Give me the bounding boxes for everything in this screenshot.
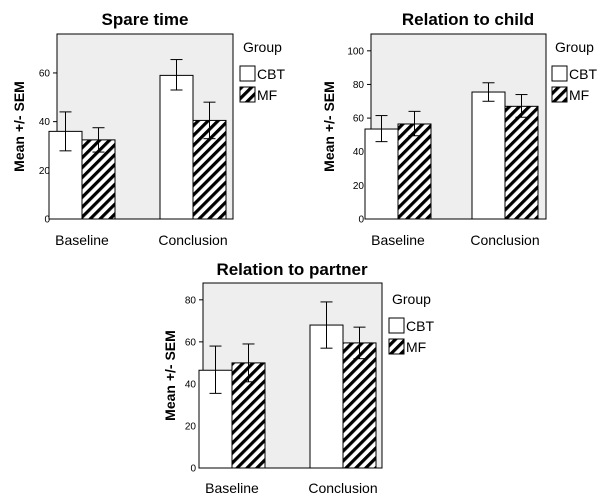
y-tick-label: 60	[39, 68, 51, 79]
legend-label-cbt: CBT	[569, 66, 597, 82]
bar-mf-baseline	[397, 123, 432, 220]
chart-title: Relation to child	[402, 10, 534, 29]
y-axis-label: Mean +/- SEM	[162, 330, 178, 421]
legend-swatch-cbt	[551, 65, 568, 82]
legend-label-mf: MF	[569, 87, 589, 103]
x-category-label: Baseline	[55, 232, 109, 248]
bar-cbt-conclusion	[159, 74, 194, 220]
x-category-label: Baseline	[371, 232, 425, 248]
y-tick-label: 40	[39, 117, 51, 128]
y-axis-label: Mean +/- SEM	[11, 81, 27, 172]
y-tick-label: 40	[185, 379, 197, 390]
chart-panel-2: Relation to child Mean +/- SEM 0 20 40 60 80 10…	[321, 10, 597, 248]
legend: Group CBT MF	[551, 39, 597, 103]
y-tick-label: 20	[185, 421, 197, 432]
y-tick-label: 0	[190, 464, 196, 475]
y-tick-label: 20	[39, 166, 51, 177]
legend-label-mf: MF	[257, 87, 277, 103]
legend-swatch-mf	[239, 86, 256, 103]
y-tick-label: 80	[353, 80, 365, 91]
y-tick-label: 20	[353, 181, 365, 192]
x-category-label: Conclusion	[470, 232, 539, 248]
bar-cbt-conclusion	[471, 91, 506, 220]
x-category-label: Conclusion	[158, 232, 227, 248]
legend-title: Group	[392, 291, 431, 307]
y-tick-label: 0	[44, 215, 50, 226]
y-tick-label: 100	[347, 46, 364, 57]
chart-title: Relation to partner	[216, 260, 368, 279]
legend-label-cbt: CBT	[257, 66, 285, 82]
chart-title: Spare time	[102, 10, 189, 29]
y-axis-label: Mean +/- SEM	[321, 81, 337, 172]
legend-swatch-mf	[551, 86, 568, 103]
legend-label-mf: MF	[406, 339, 426, 355]
legend-swatch-cbt	[388, 317, 405, 334]
y-tick-label: 60	[353, 114, 365, 125]
legend: Group CBT MF	[239, 39, 285, 103]
legend-swatch-cbt	[239, 65, 256, 82]
chart-panel-3: Relation to partner Mean +/- SEM 0 20 40 60 80…	[162, 260, 434, 494]
legend-label-cbt: CBT	[406, 318, 434, 334]
y-tick-label: 40	[353, 147, 365, 158]
chart-panel-1: Spare time Mean +/- SEM 0 20 40 60 Baseline Con…	[11, 10, 285, 248]
legend: Group CBT MF	[388, 291, 434, 355]
bar-mf-conclusion	[504, 105, 539, 220]
bar-cbt-baseline	[364, 128, 399, 220]
y-tick-label: 60	[185, 337, 197, 348]
bar-mf-conclusion	[342, 342, 377, 469]
y-tick-label: 80	[185, 295, 197, 306]
legend-title: Group	[243, 39, 282, 55]
x-category-label: Conclusion	[308, 480, 377, 494]
y-tick-label: 0	[358, 215, 364, 226]
legend-swatch-mf	[388, 338, 405, 355]
x-category-label: Baseline	[205, 480, 259, 494]
legend-title: Group	[555, 39, 594, 55]
